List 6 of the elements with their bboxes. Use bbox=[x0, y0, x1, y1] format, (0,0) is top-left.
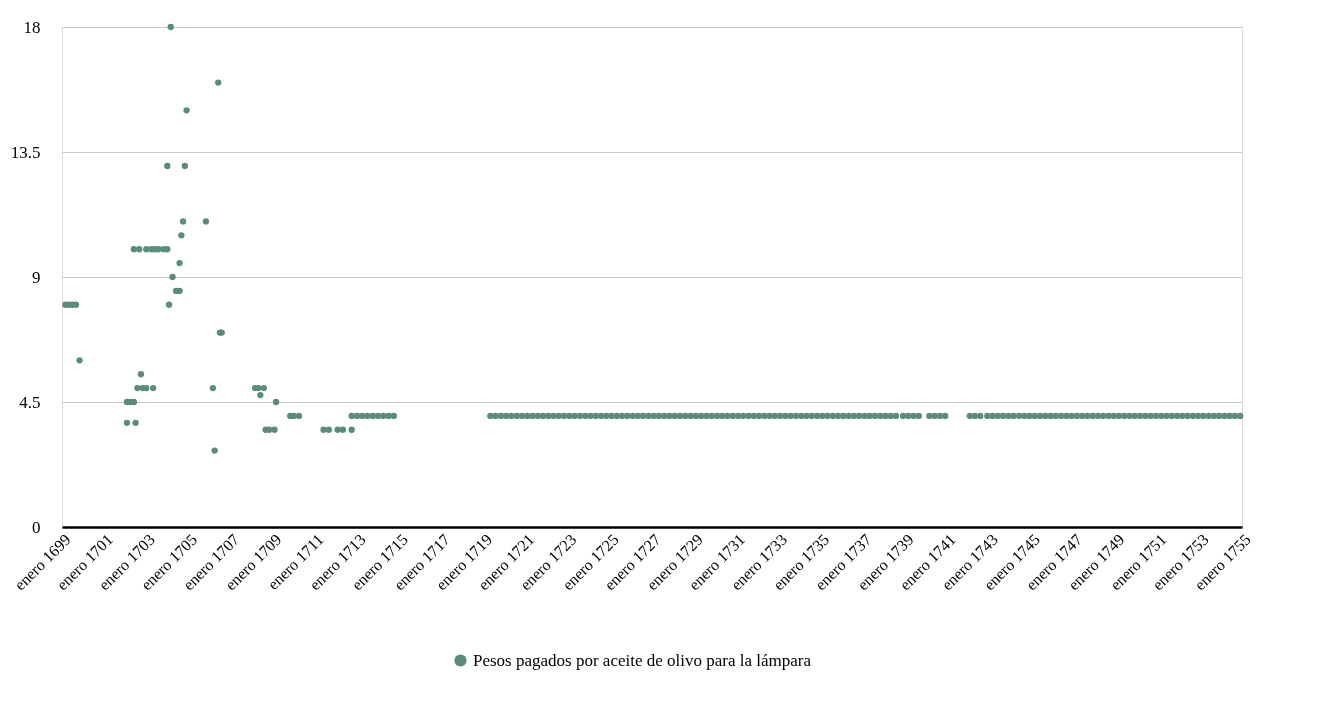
y-tick-label: 4.5 bbox=[19, 392, 41, 412]
y-tick-label: 0 bbox=[32, 517, 41, 537]
y-tick-label: 13.5 bbox=[10, 142, 41, 162]
y-tick-label: 18 bbox=[23, 17, 41, 37]
legend-label: Pesos pagados por aceite de olivo para la lámpara bbox=[473, 650, 812, 670]
y-tick-label: 9 bbox=[32, 267, 41, 287]
